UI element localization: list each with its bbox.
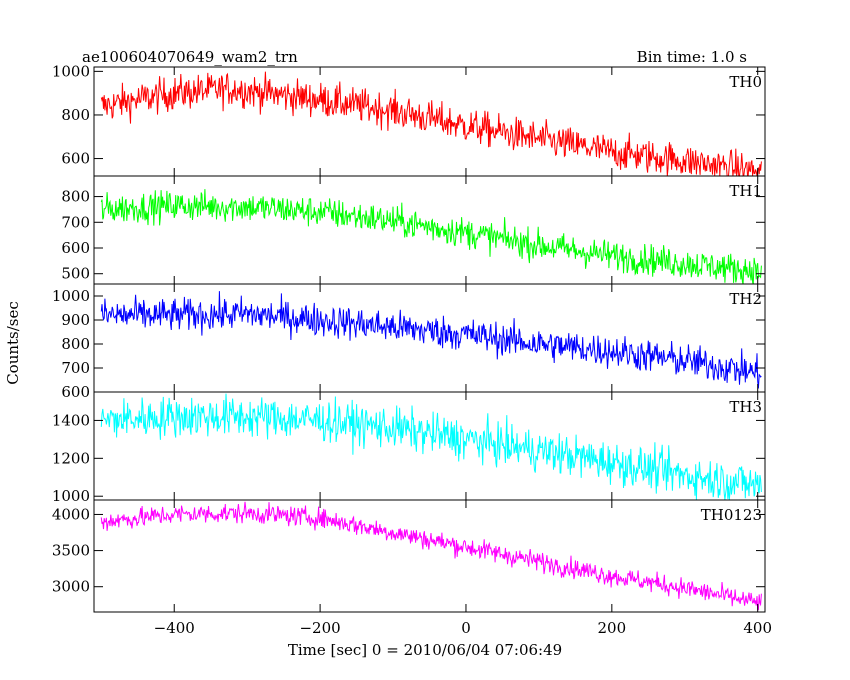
x-tick-label: 400 [743,619,772,637]
panel-label-th3: TH3 [729,398,762,416]
y-tick-label: 600 [61,239,90,257]
panel-frame-th2 [93,283,766,393]
panel-label-th0123: TH0123 [701,506,762,524]
panels-group: 600 800 1000 TH0 500 600 700 800 TH1 600 700 800 900… [52,62,772,637]
y-tick-label: 800 [61,335,90,353]
y-tick-label: 600 [61,383,90,401]
y-tick-label: 1000 [52,62,90,80]
y-tick-label: 700 [61,359,90,377]
x-tick-label: 0 [461,619,471,637]
series-line-th3 [100,393,762,501]
y-tick-label: 3500 [52,542,90,560]
panel-label-th0: TH0 [729,73,762,91]
y-tick-label: 1000 [52,287,90,305]
panel-frame-th0123 [93,499,766,613]
y-axis-label: Counts/sec [4,301,22,385]
y-tick-label: 500 [61,265,90,283]
plot-title: ae100604070649_wam2_trn [82,48,298,66]
y-tick-label: 3000 [52,578,90,596]
panel-label-th2: TH2 [729,290,762,308]
series-line-th1 [100,189,762,285]
y-tick-label: 800 [61,106,90,124]
y-tick-label: 600 [61,150,90,168]
y-tick-label: 4000 [52,505,90,523]
x-tick-label: 200 [598,619,627,637]
x-tick-label: −200 [299,619,340,637]
x-tick-label: −400 [154,619,195,637]
panel-label-th1: TH1 [729,182,762,200]
bin-time-label: Bin time: 1.0 s [637,48,747,66]
y-tick-label: 1200 [52,449,90,467]
y-tick-label: 700 [61,213,90,231]
y-tick-label: 1000 [52,487,90,505]
y-tick-label: 1400 [52,411,90,429]
series-line-th2 [100,291,762,389]
series-line-th0 [100,71,762,177]
x-axis-label: Time [sec] 0 = 2010/06/04 07:06:49 [288,641,562,659]
y-tick-label: 900 [61,311,90,329]
series-line-th0123 [100,501,762,611]
y-tick-label: 800 [61,188,90,206]
